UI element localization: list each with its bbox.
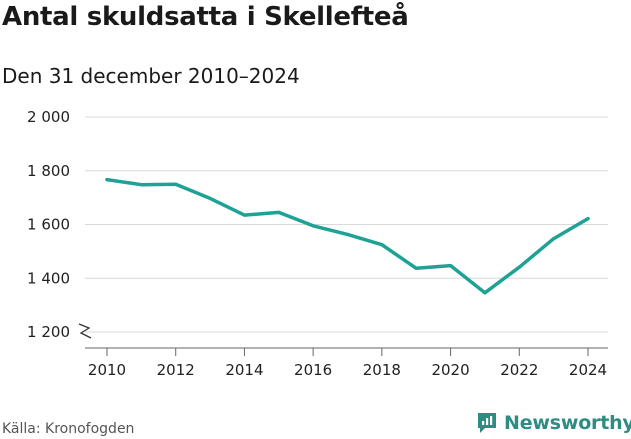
y-tick-label: 1 400	[27, 269, 70, 287]
data-point	[483, 291, 487, 295]
y-tick-label: 1 600	[27, 216, 70, 234]
x-tick-label: 2024	[569, 361, 607, 379]
x-tick-label: 2010	[88, 361, 126, 379]
data-point	[105, 178, 109, 182]
data-point	[586, 217, 590, 221]
data-point	[345, 232, 350, 236]
y-tick-label: 1 800	[27, 162, 70, 180]
brand-name: Newsworthy	[504, 412, 631, 434]
series-line	[105, 177, 590, 295]
data-point	[552, 237, 556, 241]
data-point	[277, 210, 281, 214]
x-tick-label: 2022	[500, 361, 538, 379]
gridlines	[85, 116, 608, 333]
data-point	[517, 265, 521, 269]
x-tick-label: 2016	[294, 361, 332, 379]
newsworthy-logo-icon	[478, 413, 496, 433]
data-point	[139, 183, 143, 187]
brand-logo-block[interactable]: Newsworthy	[476, 408, 631, 438]
x-tick-label: 2018	[363, 361, 401, 379]
source-note: Källa: Kronofogden	[2, 421, 135, 437]
y-tick-label: 2 000	[27, 108, 70, 126]
series-layer	[105, 177, 590, 295]
chart-title: Antal skuldsatta i Skellefteå	[2, 2, 409, 32]
x-tick-label: 2014	[225, 361, 263, 379]
data-point	[174, 182, 178, 186]
y-axis-ticks: 1 200 1 400 1 600 1 800 2 000	[27, 108, 92, 341]
data-point	[449, 264, 453, 268]
x-tick-label: 2012	[157, 361, 195, 379]
chart-subtitle: Den 31 december 2010–2024	[2, 64, 300, 88]
data-point	[380, 243, 384, 247]
data-point	[242, 213, 246, 217]
data-point	[208, 196, 212, 200]
data-point	[414, 266, 418, 270]
x-tick-label: 2020	[431, 361, 469, 379]
x-axis: 2010 2012 2014 2016 2018 2020 2022 2024	[85, 347, 608, 379]
y-tick-label: 1 200	[27, 323, 70, 341]
data-point	[311, 224, 315, 228]
axis-break-icon	[78, 323, 92, 339]
